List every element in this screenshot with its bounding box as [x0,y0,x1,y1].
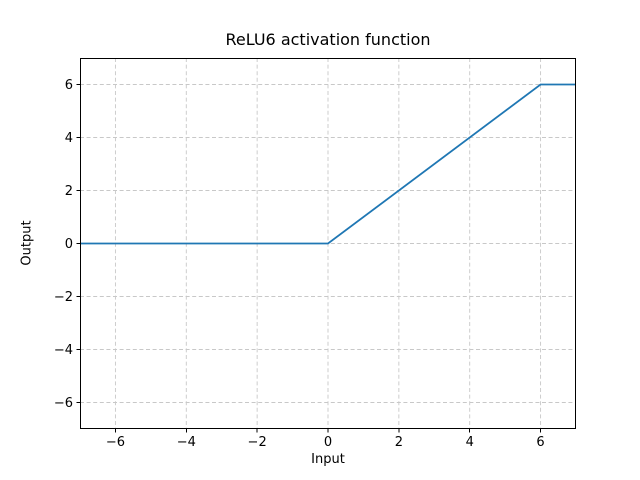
y-tick-label: 6 [65,78,73,93]
x-axis-label: Input [311,452,345,467]
x-tick-label: 2 [395,435,403,450]
x-tick-label: 4 [466,435,474,450]
series-line-relu6 [80,83,576,245]
y-tick-label: 2 [65,184,73,199]
y-tick-label: −2 [54,290,73,305]
y-tick-label: 4 [65,131,73,146]
x-tick-label: 0 [324,435,332,450]
y-tick-label: 0 [65,237,73,252]
x-tick-label: −4 [177,435,196,450]
axes-spines [80,58,576,429]
chart-title: ReLU6 activation function [225,30,431,49]
x-tick-label: 6 [536,435,544,450]
x-tick-label: −2 [248,435,267,450]
y-tick-label: −4 [54,343,73,358]
y-tick-label: −6 [54,396,73,411]
x-tick-label: −6 [106,435,125,450]
